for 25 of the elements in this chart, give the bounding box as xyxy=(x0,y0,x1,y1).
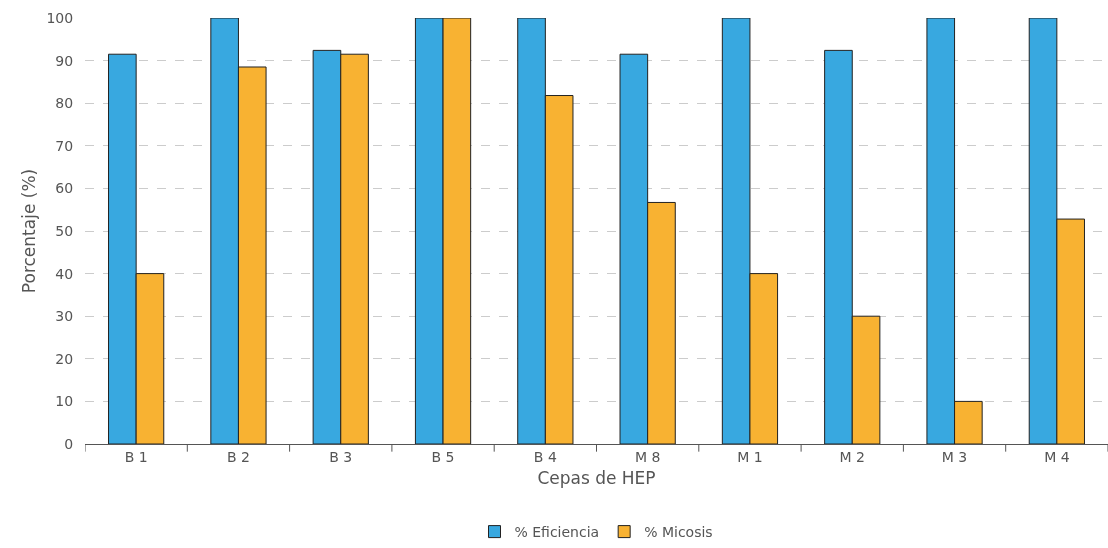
x-tick-label: M 8 xyxy=(634,448,661,465)
y-tick-label: 80 xyxy=(55,95,74,112)
y-tick-label: 100 xyxy=(46,9,74,26)
legend-label: % Eficiencia xyxy=(514,524,600,541)
y-tick-label: 90 xyxy=(55,52,74,69)
x-axis-title: Cepas de HEP xyxy=(537,468,656,489)
y-tick-label: 10 xyxy=(55,393,74,410)
y-axis-title: Porcentaje (%) xyxy=(19,168,40,294)
x-tick-label: B 3 xyxy=(329,448,353,465)
x-tick-label: M 3 xyxy=(941,448,968,465)
x-tick-label: M 1 xyxy=(737,448,763,465)
legend-label: % Micosis xyxy=(644,524,713,541)
x-tick-label: M 2 xyxy=(839,448,865,465)
y-tick-label: 50 xyxy=(55,222,74,239)
x-tick-label: B 5 xyxy=(431,448,455,465)
y-tick-label: 20 xyxy=(55,350,74,367)
y-tick-label: 0 xyxy=(64,435,74,452)
y-tick-label: 30 xyxy=(55,308,74,325)
x-tick-label: M 4 xyxy=(1044,448,1070,465)
x-tick-label: B 1 xyxy=(124,448,148,465)
x-tick-label: B 2 xyxy=(226,448,250,465)
y-tick-label: 70 xyxy=(55,137,74,154)
y-tick-label: 60 xyxy=(55,180,74,197)
x-tick-label: B 4 xyxy=(533,448,557,465)
y-tick-label: 40 xyxy=(55,265,74,282)
